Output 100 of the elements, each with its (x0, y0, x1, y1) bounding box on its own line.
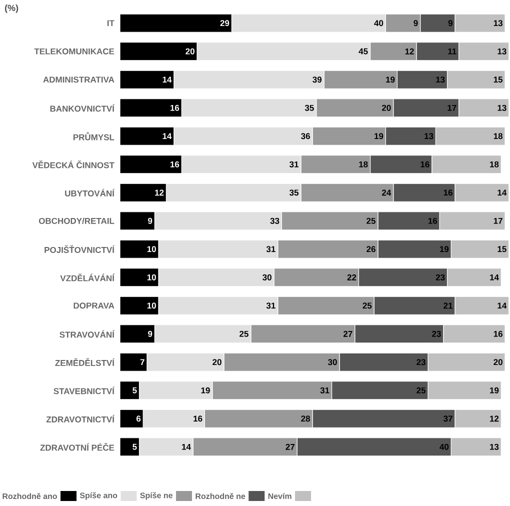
data-label: 27 (344, 330, 352, 337)
data-label: 35 (289, 190, 299, 196)
y-tick-label: VĚDECKÁ ČINNOST (32, 160, 114, 168)
data-label: 14 (162, 76, 172, 83)
data-label: 20 (212, 359, 222, 366)
data-label: 10 (147, 246, 156, 252)
data-label: 9 (414, 20, 418, 26)
data-label: 20 (186, 48, 194, 54)
data-label: 5 (132, 444, 137, 450)
data-label: 25 (416, 387, 426, 394)
data-label: 14 (182, 444, 191, 450)
data-label: 23 (416, 359, 426, 366)
data-label: 10 (147, 274, 156, 280)
data-label: 39 (312, 76, 322, 83)
legend-label: Nevím (268, 493, 292, 499)
y-tick-label: STRAVOVÁNÍ (60, 330, 115, 338)
y-tick-label: IT (107, 20, 114, 26)
data-label: 25 (362, 302, 372, 309)
data-label: 13 (498, 48, 506, 54)
data-label: 12 (490, 416, 499, 422)
data-label: 20 (494, 359, 502, 366)
data-label: 25 (366, 218, 376, 224)
data-label: 7 (140, 359, 144, 366)
data-label: 28 (301, 416, 310, 422)
data-label: 19 (386, 76, 395, 83)
data-label: 18 (359, 161, 368, 168)
data-label: 40 (374, 20, 384, 26)
data-label: 9 (148, 218, 152, 224)
data-label: 33 (270, 218, 280, 224)
data-label: 31 (289, 161, 299, 168)
legend-label: Rozhodně ano (2, 492, 57, 500)
data-label: 30 (262, 274, 272, 280)
data-label: 14 (490, 274, 499, 280)
data-label: 27 (286, 444, 295, 450)
y-tick-label: BANKOVNICTVÍ (50, 104, 115, 112)
y-tick-label: ZDRAVOTNICTVÍ (46, 414, 115, 422)
legend-label: Spíše ne (140, 492, 173, 500)
data-label: 18 (494, 133, 503, 140)
data-label: 13 (498, 104, 506, 111)
data-label: 36 (301, 133, 310, 140)
y-tick-label: VZDĚLÁVÁNÍ (60, 274, 115, 282)
data-label: 40 (440, 444, 449, 450)
y-tick-label: ZDRAVOTNÍ PÉČE (40, 443, 114, 451)
data-label: 45 (358, 48, 368, 54)
data-label: 11 (448, 48, 456, 54)
data-label: 17 (448, 104, 456, 111)
y-tick-label: ZEMĚDĚLSTVÍ (55, 358, 115, 366)
data-label: 22 (347, 274, 356, 280)
data-label: 20 (382, 104, 391, 111)
text: (%) (4, 4, 18, 13)
data-label: 13 (436, 76, 445, 83)
data-label: 15 (494, 76, 503, 83)
data-label: 16 (444, 190, 452, 196)
data-label: 31 (266, 302, 276, 309)
data-label: 26 (366, 246, 376, 252)
legend-label: Rozhodně ne (196, 492, 246, 500)
data-label: 5 (132, 387, 137, 394)
y-tick-label: POJIŠŤOVNICTVÍ (44, 245, 115, 253)
data-label: 13 (494, 20, 502, 26)
data-label: 9 (148, 330, 152, 337)
data-label: 13 (490, 444, 499, 450)
data-label: 13 (424, 133, 434, 140)
y-tick-label: TELEKOMUNIKACE (34, 48, 114, 54)
data-label: 16 (194, 416, 202, 422)
data-label: 15 (498, 246, 506, 252)
y-tick-label: STAVEBNICTVÍ (54, 386, 115, 394)
data-label: 19 (201, 387, 210, 394)
data-label: 12 (405, 48, 414, 54)
data-label: 17 (494, 218, 502, 224)
data-label: 14 (498, 302, 507, 309)
legend-label: Spíše ano (80, 492, 118, 500)
data-label: 14 (498, 190, 507, 196)
y-tick-label: OBCHODY/RETAIL (38, 218, 114, 224)
data-label: 19 (374, 133, 384, 140)
data-label: 23 (432, 330, 441, 337)
data-label: 16 (420, 161, 430, 168)
data-label: 37 (443, 416, 452, 422)
y-tick-label: DOPRAVA (74, 302, 114, 309)
data-label: 16 (170, 161, 180, 168)
y-tick-label: PRŮMYSL (73, 132, 114, 140)
data-label: 18 (490, 161, 499, 168)
data-label: 16 (428, 218, 438, 224)
data-label: 35 (304, 104, 314, 111)
data-label: 25 (240, 330, 248, 337)
data-label: 9 (448, 20, 452, 26)
data-label: 24 (382, 190, 392, 196)
data-label: 29 (220, 20, 230, 26)
data-label: 19 (490, 387, 499, 394)
data-label: 30 (328, 359, 337, 366)
data-label: 6 (136, 416, 141, 422)
data-label: 31 (320, 387, 330, 394)
y-tick-label: ADMINISTRATIVA (43, 76, 114, 83)
data-label: 31 (266, 246, 276, 252)
data-label: 10 (147, 302, 156, 309)
data-label: 14 (162, 133, 172, 140)
data-label: 23 (436, 274, 445, 280)
data-label: 21 (444, 302, 453, 309)
data-label: 16 (494, 330, 502, 337)
y-tick-label: UBYTOVÁNÍ (65, 188, 115, 196)
data-label: 16 (170, 104, 180, 111)
